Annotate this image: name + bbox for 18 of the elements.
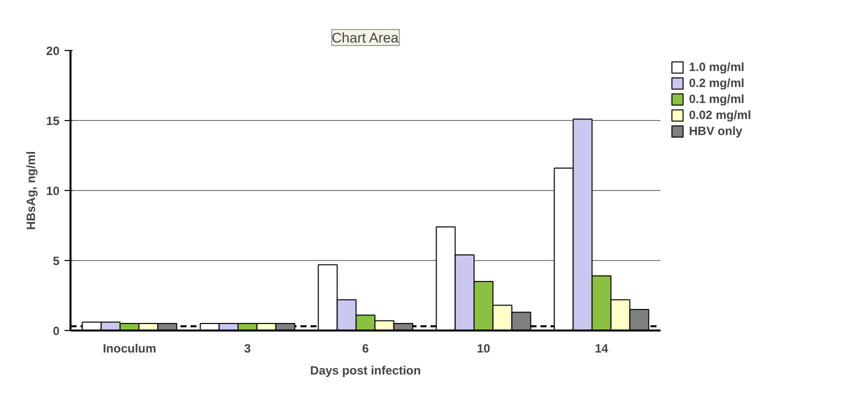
x-axis-title: Days post infection [310, 364, 421, 378]
x-tick-label: 6 [362, 342, 370, 356]
legend-label: 0.02 mg/ml [689, 108, 752, 122]
y-tick-label: 10 [46, 184, 60, 198]
x-tick-label: 14 [594, 342, 608, 356]
legend-label: 0.1 mg/ml [689, 92, 744, 106]
y-tick-label: 5 [52, 254, 60, 268]
legend-label: 0.2 mg/ml [689, 76, 744, 90]
y-tick-label: 20 [46, 44, 60, 58]
x-tick-label: Inoculum [102, 342, 156, 356]
y-tick-label: 15 [46, 114, 60, 128]
x-tick-label: 10 [476, 342, 490, 356]
y-axis-title: HBsAg, ng/ml [24, 151, 38, 230]
legend-label: HBV only [689, 124, 742, 138]
text: Chart Area [332, 30, 399, 46]
x-tick-label: 3 [244, 342, 252, 356]
y-tick-label: 0 [52, 324, 60, 338]
legend-label: 1.0 mg/ml [689, 60, 744, 74]
